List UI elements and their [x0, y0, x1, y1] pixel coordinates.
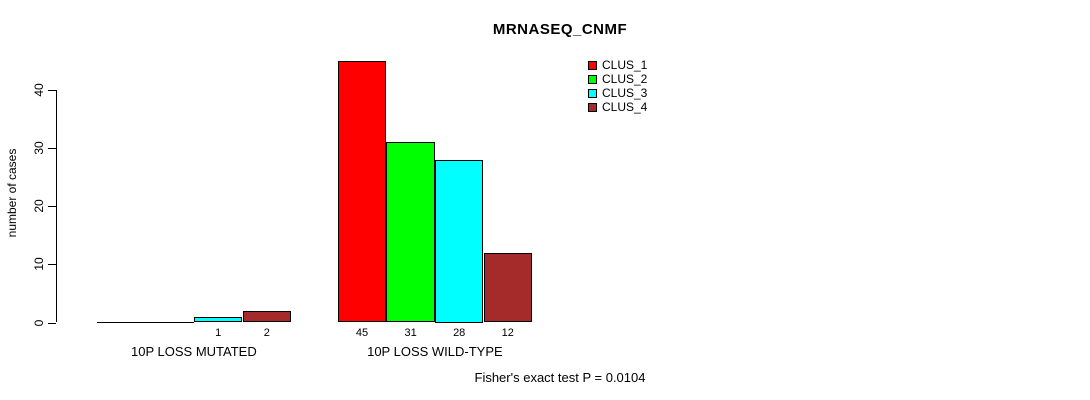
y-axis-tick [48, 147, 56, 149]
y-axis-tick [48, 89, 56, 91]
legend-item: CLUS_3 [588, 86, 647, 100]
bar-clus_4 [242, 310, 292, 323]
y-axis-tick-label: 30 [32, 141, 46, 155]
legend-label: CLUS_3 [602, 86, 648, 100]
bar-value-label: 1 [215, 327, 222, 339]
bar-value-label: 45 [355, 327, 369, 339]
legend-item: CLUS_4 [588, 100, 647, 114]
y-axis-tick [48, 264, 56, 266]
x-axis-group-label: 10P LOSS MUTATED [131, 344, 257, 359]
y-axis-tick-label: 20 [32, 199, 46, 213]
legend-label: CLUS_2 [602, 72, 648, 86]
legend-swatch-clus_2 [588, 74, 597, 84]
bar-value-label: 28 [453, 327, 466, 339]
bar-clus_3 [193, 316, 243, 323]
x-axis-group-label: 10P LOSS WILD-TYPE [367, 344, 503, 359]
bar-value-label: 2 [263, 327, 270, 339]
bar-clus_4 [483, 252, 533, 323]
y-axis-tick-label: 0 [32, 319, 46, 326]
y-axis-title: number of cases [5, 148, 19, 238]
legend-label: CLUS_1 [602, 58, 648, 72]
y-axis-tick-label: 40 [32, 83, 46, 97]
chart-title: MRNASEQ_CNMF [492, 21, 628, 38]
y-axis-line [56, 89, 57, 323]
bar-value-label: 12 [501, 327, 514, 339]
legend-swatch-clus_4 [588, 102, 597, 112]
bar-clus_2 [386, 142, 435, 323]
y-axis-tick-label: 10 [32, 257, 46, 271]
bar-clus_1-zero [96, 321, 146, 323]
legend-label: CLUS_4 [602, 100, 648, 114]
bar-clus_2-zero [145, 321, 194, 323]
bar-clus_3 [434, 159, 484, 323]
legend: CLUS_1 CLUS_2 CLUS_3 CLUS_4 [588, 58, 647, 114]
legend-item: CLUS_1 [588, 58, 647, 72]
fisher-test-annotation: Fisher's exact test P = 0.0104 [474, 370, 646, 385]
y-axis-tick [48, 206, 56, 208]
legend-swatch-clus_1 [588, 60, 597, 70]
y-axis-tick [48, 322, 56, 324]
legend-swatch-clus_3 [588, 88, 597, 98]
bar-value-label: 31 [404, 327, 417, 339]
bar-clus_1 [337, 60, 387, 323]
legend-item: CLUS_2 [588, 72, 647, 86]
